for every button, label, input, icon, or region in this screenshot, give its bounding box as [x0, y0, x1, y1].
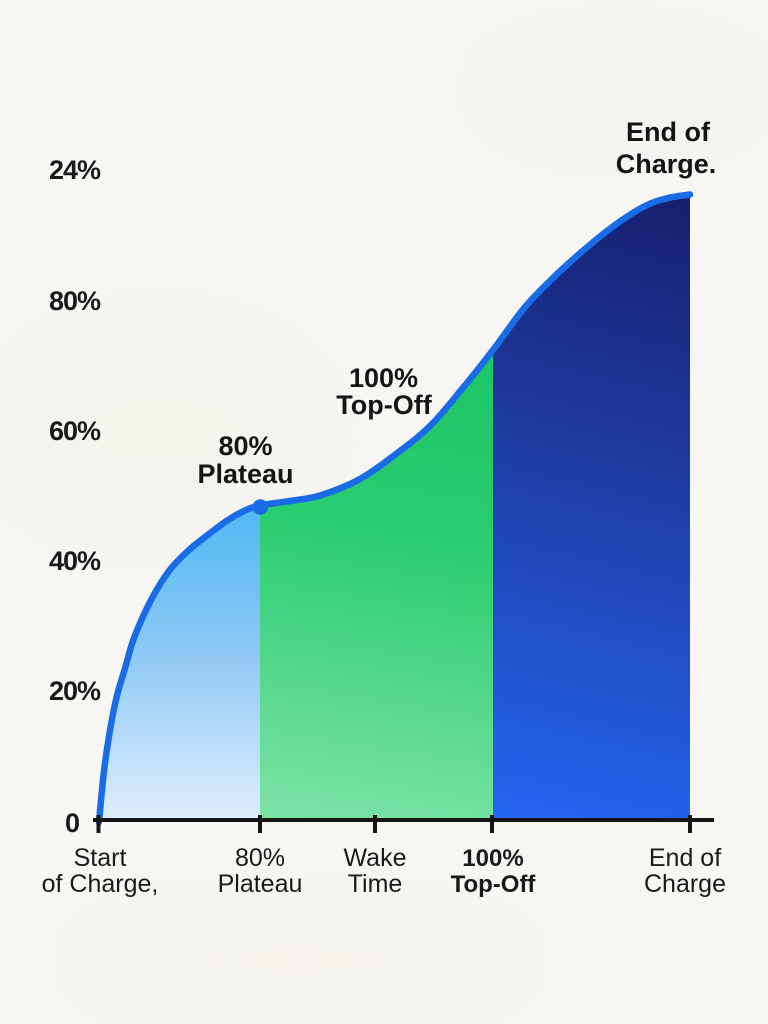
svg-text:100%: 100%	[349, 363, 418, 393]
svg-text:60%: 60%	[49, 416, 101, 446]
svg-text:80%: 80%	[49, 286, 101, 316]
svg-text:End of: End of	[649, 844, 721, 872]
svg-text:20%: 20%	[49, 676, 101, 706]
svg-text:Plateau: Plateau	[197, 459, 293, 489]
svg-text:Charge.: Charge.	[616, 149, 717, 179]
svg-text:Top-Off: Top-Off	[451, 871, 537, 898]
svg-text:24%: 24%	[49, 155, 101, 185]
svg-text:Start: Start	[74, 844, 127, 872]
svg-text:of Charge,: of Charge,	[42, 870, 159, 898]
svg-text:Plateau: Plateau	[218, 870, 303, 898]
svg-text:100%: 100%	[462, 845, 523, 872]
svg-text:Top-Off: Top-Off	[336, 390, 432, 420]
svg-text:Time: Time	[348, 870, 403, 898]
svg-text:40%: 40%	[49, 546, 101, 576]
svg-text:Wake: Wake	[344, 844, 407, 872]
svg-text:End of: End of	[626, 117, 711, 147]
svg-text:80%: 80%	[235, 844, 285, 872]
svg-text:0: 0	[65, 808, 79, 838]
svg-text:80%: 80%	[218, 431, 272, 461]
svg-text:Charge: Charge	[644, 870, 726, 898]
